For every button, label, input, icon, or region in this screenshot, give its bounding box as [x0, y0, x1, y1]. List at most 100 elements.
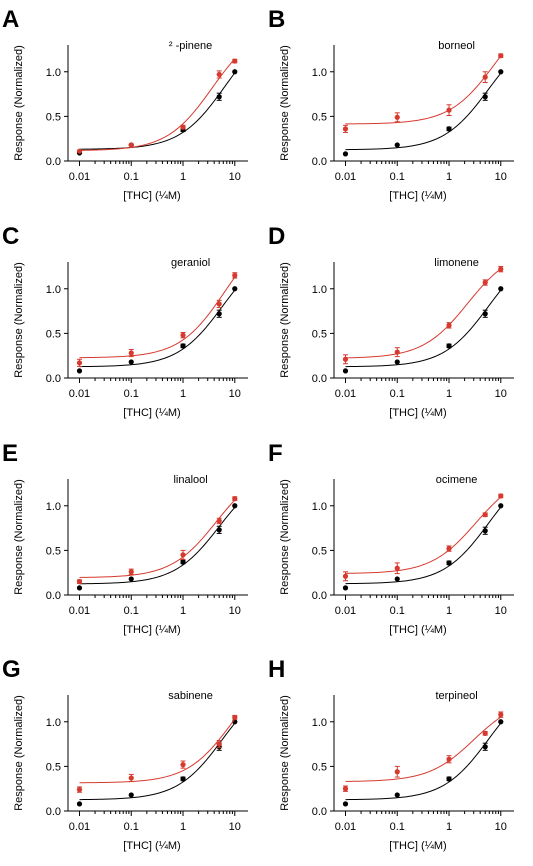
data-point-combo [216, 518, 222, 524]
data-point-combo [482, 512, 488, 518]
x-tick-label: 10 [229, 821, 241, 833]
data-point-thc [498, 286, 504, 292]
panel-letter: G [2, 656, 21, 683]
panel-title: borneol [438, 40, 475, 52]
x-tick-label: 0.1 [390, 388, 405, 400]
x-tick-label: 0.01 [335, 821, 356, 833]
y-tick-label: 1.0 [46, 284, 61, 296]
data-point-combo [482, 74, 488, 80]
fit-curve-combo [79, 276, 236, 359]
x-axis-label: [THC] (¼M) [123, 840, 180, 852]
panel-title: ocimene [436, 474, 478, 486]
y-tick-label: 0.0 [312, 156, 327, 168]
fit-curve-thc [345, 506, 502, 585]
data-point-thc [446, 560, 452, 566]
x-tick-label: 10 [229, 388, 241, 400]
y-tick-label: 1.0 [312, 717, 327, 729]
fit-curve-combo [345, 496, 502, 574]
data-point-thc [232, 286, 238, 292]
data-point-combo [498, 493, 504, 499]
y-tick-label: 0.5 [46, 328, 61, 340]
x-axis-label: [THC] (¼M) [389, 190, 446, 202]
fit-curve-combo [79, 58, 236, 151]
y-tick-label: 1.0 [312, 284, 327, 296]
data-point-combo [446, 756, 452, 762]
data-point-combo [498, 712, 504, 718]
data-point-thc [394, 792, 400, 798]
panel-letter: C [2, 223, 19, 250]
panel-title: terpineol [435, 690, 477, 702]
data-point-thc [498, 69, 504, 75]
data-point-combo [180, 332, 186, 338]
x-tick-label: 0.01 [69, 171, 90, 183]
x-tick-label: 10 [229, 171, 241, 183]
x-axis-label: [THC] (¼M) [389, 407, 446, 419]
y-tick-label: 0.0 [312, 806, 327, 818]
data-point-thc [342, 151, 349, 157]
x-tick-label: 0.01 [69, 388, 90, 400]
panel-letter: D [268, 223, 285, 250]
data-point-thc [482, 744, 488, 750]
x-tick-label: 1 [446, 388, 452, 400]
data-point-thc [180, 343, 186, 349]
fit-curve-combo [79, 718, 236, 784]
x-tick-label: 10 [495, 388, 507, 400]
data-point-combo [128, 350, 134, 356]
fit-curve-combo [345, 55, 502, 125]
panel-letter: A [2, 6, 19, 33]
x-tick-label: 0.01 [335, 388, 356, 400]
y-tick-label: 0.5 [46, 761, 61, 773]
fit-curve-thc [79, 289, 236, 368]
data-point-thc [216, 311, 222, 317]
data-point-combo [216, 301, 222, 307]
x-axis-label: [THC] (¼M) [389, 624, 446, 636]
data-point-combo [482, 279, 488, 286]
x-tick-label: 1 [180, 388, 186, 400]
data-point-combo [232, 272, 238, 278]
data-point-combo [394, 565, 400, 571]
data-point-combo [232, 714, 238, 720]
data-point-combo [232, 496, 238, 502]
data-point-thc [394, 359, 400, 365]
chart-panel-a: A ² -pinene 0.0 0.5 1.0 0.01 0.1 1 10 [THC] (¼M) R… [2, 6, 248, 202]
panel-letter: H [268, 656, 285, 683]
fit-curve-thc [79, 722, 236, 801]
y-tick-label: 0.5 [312, 328, 327, 340]
x-tick-label: 1 [180, 171, 186, 183]
y-axis-label: Response (Normalized) [279, 479, 291, 595]
data-point-combo [342, 573, 349, 579]
x-tick-label: 0.01 [335, 171, 356, 183]
data-point-combo [180, 124, 186, 130]
y-axis-label: Response (Normalized) [279, 45, 291, 161]
fit-curve-combo [345, 716, 502, 782]
data-point-thc [446, 343, 452, 349]
data-point-combo [482, 730, 488, 736]
data-point-combo [446, 546, 452, 552]
data-point-combo [128, 569, 134, 575]
data-point-combo [342, 126, 349, 132]
x-axis-label: [THC] (¼M) [123, 190, 180, 202]
x-tick-label: 10 [495, 821, 507, 833]
data-point-combo [446, 322, 452, 328]
y-tick-label: 0.5 [312, 545, 327, 557]
panel-letter: B [268, 6, 285, 33]
panel-title: linalool [173, 474, 207, 486]
x-tick-label: 0.1 [390, 605, 405, 617]
x-axis-label: [THC] (¼M) [123, 624, 180, 636]
panel-title: ² -pinene [169, 40, 212, 52]
y-tick-label: 1.0 [46, 717, 61, 729]
data-point-combo [498, 266, 504, 272]
data-point-thc [180, 559, 186, 565]
y-tick-label: 1.0 [312, 67, 327, 79]
data-point-combo [394, 349, 400, 355]
y-tick-label: 0.0 [46, 590, 61, 602]
data-point-thc [498, 503, 504, 509]
data-point-combo [76, 579, 83, 585]
x-tick-label: 0.1 [124, 605, 139, 617]
x-tick-label: 0.1 [124, 821, 139, 833]
data-point-thc [482, 94, 488, 100]
